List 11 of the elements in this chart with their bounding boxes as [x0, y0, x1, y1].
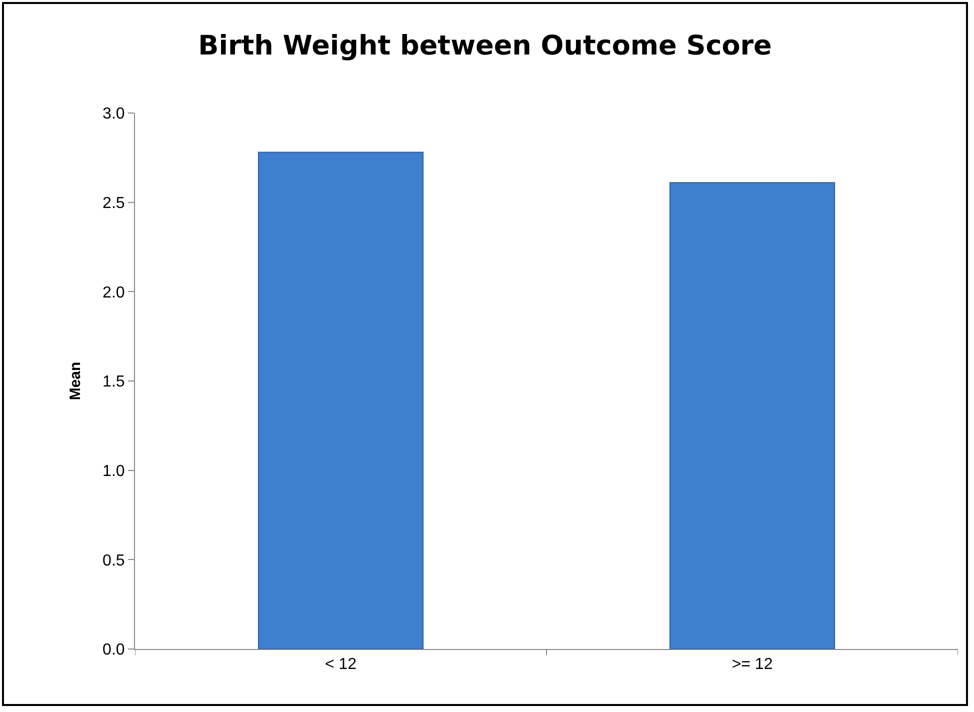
y-tick-label: 2.0: [102, 284, 125, 302]
y-tick-label: 0.0: [102, 642, 125, 659]
chart-title: Birth Weight between Outcome Score: [198, 30, 772, 62]
y-tick-label: 1.0: [102, 462, 125, 480]
y-tick-label: 1.5: [102, 374, 125, 391]
y-tick-label: 0.5: [102, 552, 125, 570]
x-tick-label: < 12: [324, 656, 357, 674]
y-axis-title: Mean: [66, 362, 84, 400]
y-tick-label: 3.0: [102, 106, 125, 123]
y-tick-label: 2.5: [102, 194, 125, 212]
x-tick-label: >= 12: [732, 656, 773, 674]
